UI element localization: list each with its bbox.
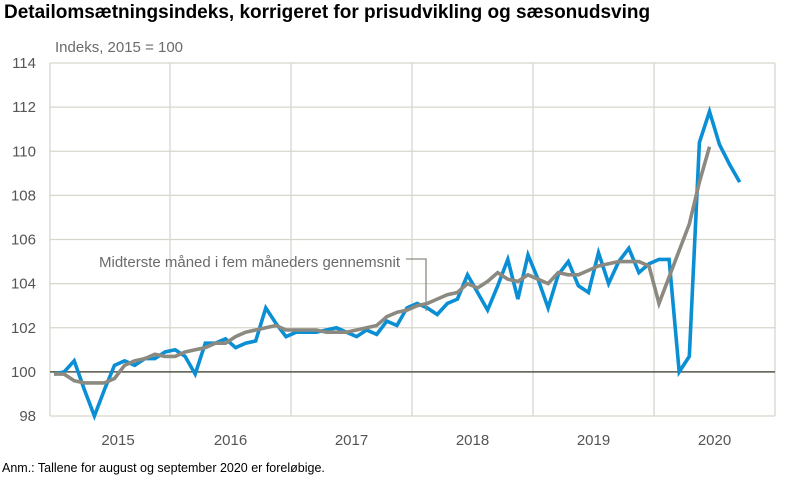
y-tick-label: 104 bbox=[11, 276, 36, 293]
y-tick-label: 108 bbox=[11, 187, 36, 204]
y-tick-label: 106 bbox=[11, 232, 36, 249]
x-tick-label: 2019 bbox=[577, 432, 610, 449]
y-axis-label: Indeks, 2015 = 100 bbox=[55, 39, 183, 56]
y-tick-label: 98 bbox=[19, 408, 36, 425]
series-annotation: Midterste måned i fem måneders gennemsni… bbox=[99, 254, 401, 271]
x-tick-label: 2016 bbox=[214, 432, 247, 449]
y-tick-label: 110 bbox=[12, 143, 36, 160]
y-tick-label: 100 bbox=[11, 364, 36, 381]
y-tick-label: 102 bbox=[11, 320, 36, 337]
chart-note: Anm.: Tallene for august og september 20… bbox=[2, 461, 325, 475]
y-tick-label: 112 bbox=[12, 99, 36, 116]
annotation-leader-line bbox=[406, 258, 427, 311]
series-line-average bbox=[54, 146, 712, 385]
y-tick-label: 114 bbox=[12, 55, 36, 72]
series-line-index bbox=[53, 105, 742, 422]
x-tick-label: 2018 bbox=[456, 432, 489, 449]
chart-title: Detailomsætningsindeks, korrigeret for p… bbox=[4, 2, 651, 23]
x-tick-label: 2017 bbox=[335, 432, 368, 449]
x-tick-label: 2015 bbox=[101, 432, 134, 449]
x-tick-label: 2020 bbox=[698, 432, 731, 449]
